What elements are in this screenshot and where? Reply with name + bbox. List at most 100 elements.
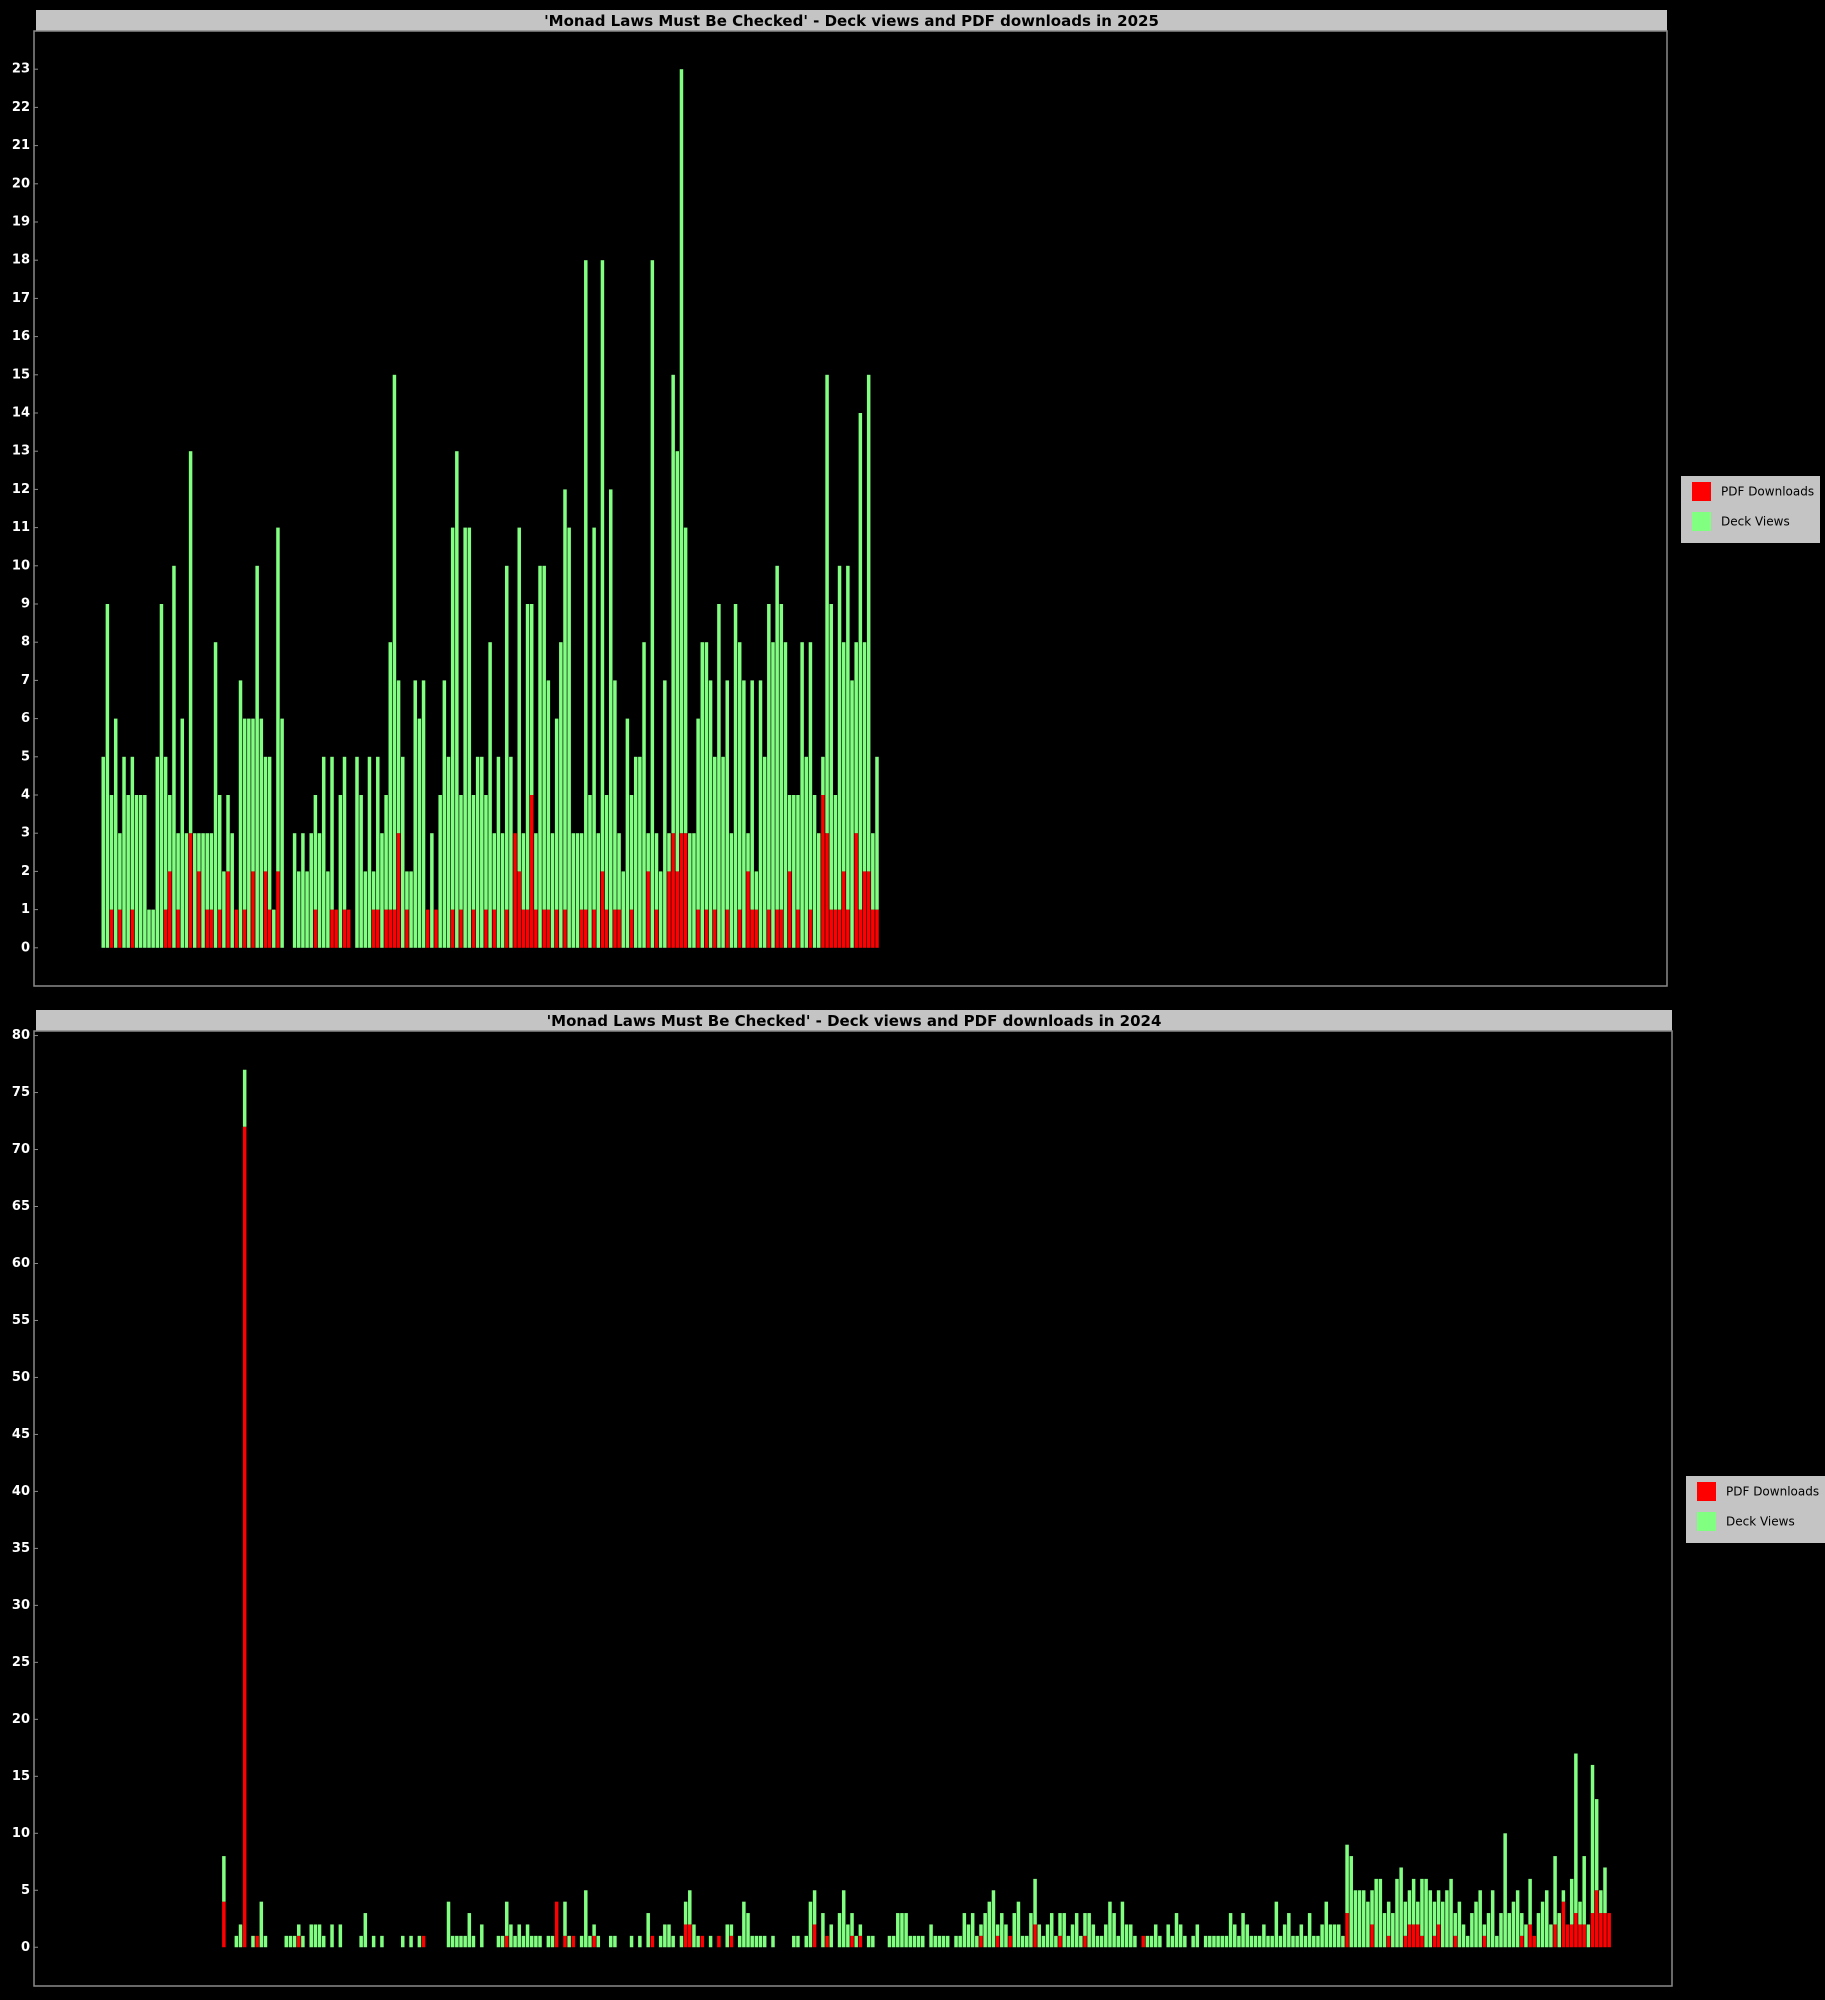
bar-segment	[1361, 1890, 1366, 1948]
bar-segment	[1095, 1935, 1100, 1948]
bar-segment	[313, 1924, 318, 1948]
bar-segment	[159, 604, 164, 948]
bar-segment	[604, 795, 609, 910]
bar-segment	[134, 795, 139, 948]
bar-segment	[854, 642, 858, 834]
bar-segment	[1366, 1901, 1370, 1948]
bar-segment	[1499, 1913, 1503, 1948]
bar-segment	[904, 1913, 908, 1948]
y-tick-label: 80	[12, 1028, 30, 1043]
bar-segment	[1374, 1878, 1378, 1948]
y-tick-label: 19	[12, 215, 30, 230]
bar-segment	[1478, 1890, 1482, 1948]
bar-segment	[829, 1924, 833, 1948]
bar-segment	[1266, 1935, 1270, 1948]
bar-segment	[650, 260, 655, 948]
bar-segment	[754, 871, 759, 910]
bar-segment	[213, 642, 218, 948]
bar-segment	[1033, 1924, 1037, 1948]
bar-segment	[1432, 1901, 1437, 1936]
bar-segment	[717, 604, 721, 948]
bar-segment	[467, 527, 472, 948]
bar-segment	[1158, 1935, 1162, 1948]
bar-segment	[401, 756, 405, 948]
bar-segment	[762, 756, 767, 948]
bar-segment	[1049, 1913, 1054, 1948]
bar-segment	[143, 795, 147, 948]
bar-segment	[696, 1935, 700, 1948]
bar-segment	[1245, 1924, 1249, 1948]
bar-segment	[1520, 1913, 1524, 1936]
bar-segment	[1594, 1799, 1599, 1891]
bar-segment	[376, 756, 380, 910]
bar-segment	[1528, 1878, 1532, 1925]
bar-segment	[1341, 1935, 1345, 1948]
bar-segment	[754, 909, 759, 948]
bar-segment	[155, 756, 160, 948]
bar-segment	[550, 1935, 555, 1948]
bar-segment	[854, 1935, 858, 1948]
bar-segment	[800, 642, 804, 948]
bar-segment	[500, 1935, 505, 1948]
bar-segment	[330, 756, 334, 910]
bar-segment	[534, 1935, 538, 1948]
bar-segment	[787, 871, 792, 948]
bar-segment	[546, 909, 551, 948]
bar-segment	[263, 871, 268, 948]
y-tick-label: 13	[12, 444, 30, 459]
bar-segment	[1403, 1935, 1408, 1948]
bar-segment	[126, 795, 130, 948]
bar-segment	[409, 871, 413, 948]
bar-segment	[758, 1935, 763, 1948]
legend-label: Deck Views	[1721, 515, 1790, 529]
bar-segment	[588, 795, 592, 948]
legend-label: PDF Downloads	[1726, 1485, 1819, 1499]
bar-segment	[862, 642, 867, 872]
bar-segment	[563, 1901, 567, 1936]
bar-segment	[613, 909, 617, 948]
y-tick-label: 0	[21, 940, 30, 955]
bar-segment	[1561, 1890, 1566, 1902]
bar-segment	[1303, 1935, 1308, 1948]
bar-segment	[866, 1935, 871, 1948]
bar-segment	[459, 909, 463, 948]
bar-segment	[363, 1913, 368, 1948]
bar-segment	[1012, 1913, 1017, 1948]
bar-segment	[521, 1935, 526, 1948]
bar-segment	[1395, 1878, 1399, 1948]
bar-segment	[1083, 1935, 1087, 1948]
bar-segment	[421, 1935, 426, 1948]
bar-segment	[621, 871, 625, 948]
bar-segment	[525, 909, 530, 948]
bar-segment	[1016, 1901, 1021, 1948]
bar-segment	[255, 565, 259, 948]
bar-segment	[1386, 1901, 1391, 1936]
bar-segment	[321, 1935, 326, 1948]
bar-segment	[222, 871, 226, 948]
bar-segment	[1520, 1935, 1524, 1948]
bar-segment	[1382, 1913, 1387, 1948]
bar-segment	[392, 909, 397, 948]
bar-segment	[205, 909, 209, 948]
bar-segment	[1037, 1924, 1041, 1948]
bar-segment	[796, 795, 800, 910]
bar-segment	[737, 909, 742, 948]
bar-segment	[1070, 1924, 1075, 1948]
y-tick-label: 5	[21, 749, 30, 764]
bar-segment	[829, 909, 833, 948]
bar-segment	[1386, 1935, 1391, 1948]
bar-segment	[471, 909, 476, 948]
bar-segment	[230, 833, 234, 948]
bar-segment	[1370, 1924, 1374, 1948]
bar-segment	[1274, 1901, 1279, 1948]
bar-segment	[1295, 1935, 1299, 1948]
bar-segment	[405, 871, 409, 910]
bar-segment	[392, 374, 397, 910]
bar-segment	[1453, 1913, 1457, 1936]
bar-segment	[700, 1935, 705, 1948]
bar-segment	[484, 909, 488, 948]
bar-segment	[1145, 1935, 1150, 1948]
bar-segment	[263, 756, 268, 872]
bar-segment	[746, 1913, 750, 1948]
